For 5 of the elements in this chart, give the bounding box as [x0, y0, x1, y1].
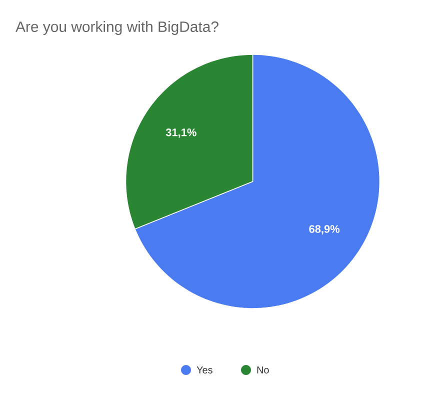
data-label: 68,9%	[309, 225, 340, 234]
legend-label: Yes	[196, 366, 212, 374]
legend-label: No	[257, 366, 269, 374]
chart-title: Are you working with BigData?	[16, 21, 218, 35]
data-label: 31,1%	[166, 128, 196, 138]
